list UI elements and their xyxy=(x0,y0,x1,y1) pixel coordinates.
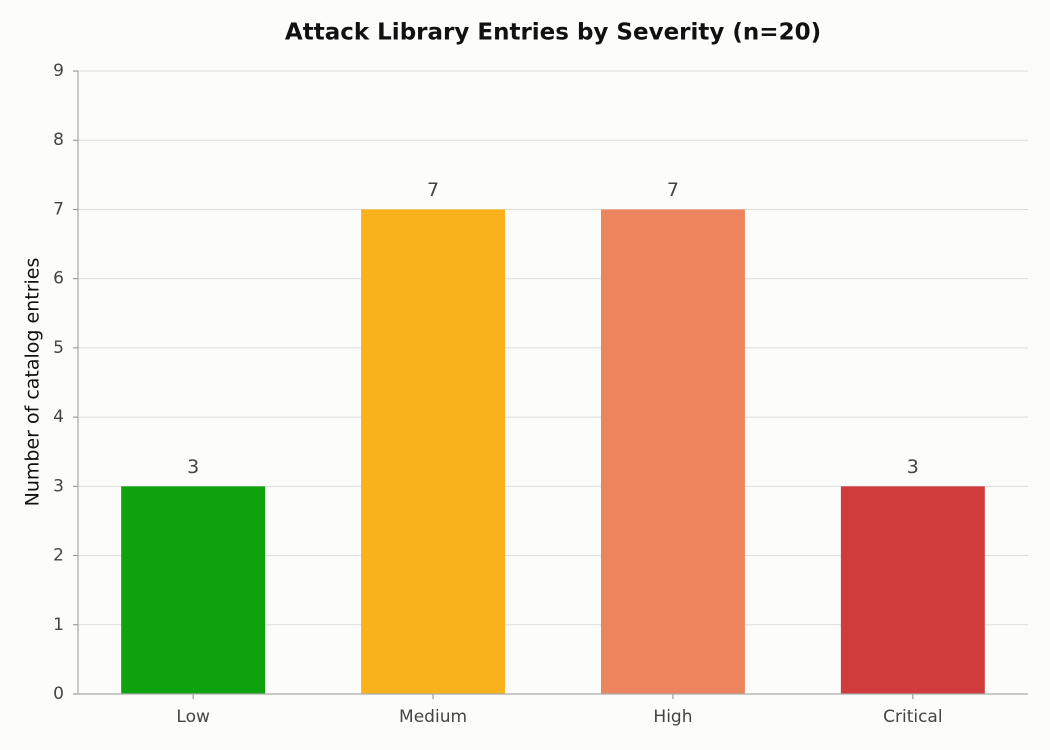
data-label: 7 xyxy=(427,179,439,201)
y-axis-label: Number of catalog entries xyxy=(22,258,44,507)
bar xyxy=(361,209,506,694)
y-tick-label: 7 xyxy=(53,199,64,219)
bar xyxy=(600,209,745,694)
x-tick-label: Medium xyxy=(399,707,467,727)
y-tick-label: 1 xyxy=(53,615,64,635)
bar xyxy=(121,486,266,694)
chart-title: Attack Library Entries by Severity (n=20… xyxy=(285,20,821,46)
y-tick-label: 0 xyxy=(53,684,64,704)
y-tick-label: 3 xyxy=(53,476,64,496)
y-tick-label: 6 xyxy=(53,269,64,289)
x-tick-label: Low xyxy=(176,707,210,727)
data-label: 7 xyxy=(667,179,679,201)
y-tick-label: 2 xyxy=(53,546,64,566)
y-tick-label: 9 xyxy=(53,61,64,81)
data-label: 3 xyxy=(907,456,919,478)
bar xyxy=(840,486,985,694)
data-label: 3 xyxy=(187,456,199,478)
x-tick-label: Critical xyxy=(883,707,942,727)
y-tick-label: 4 xyxy=(53,407,64,427)
x-tick-label: High xyxy=(653,707,692,727)
y-tick-label: 8 xyxy=(53,130,64,150)
y-tick-label: 5 xyxy=(53,338,64,358)
